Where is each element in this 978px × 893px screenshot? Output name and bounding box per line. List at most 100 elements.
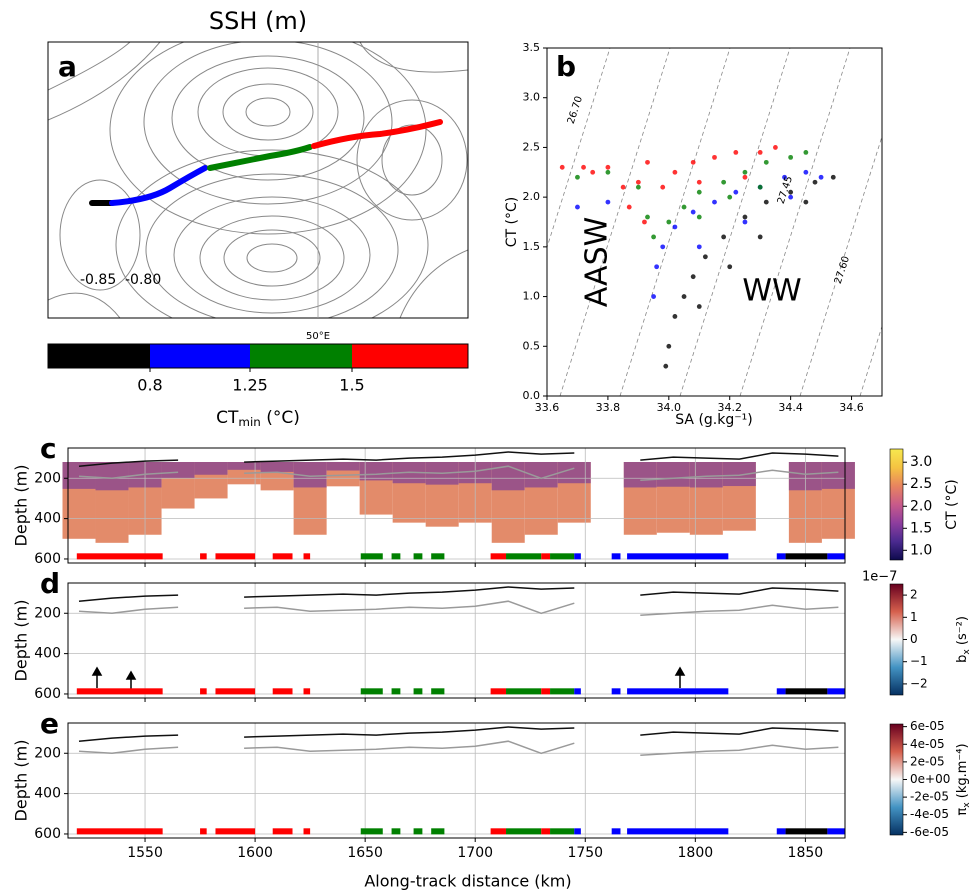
ctmin-strip (431, 553, 445, 560)
ts-point (818, 174, 824, 180)
colorbar-tick-label: 2 (910, 588, 918, 602)
colorbar (889, 723, 904, 836)
ts-point (681, 294, 687, 299)
isopycnal-label: 27.60 (833, 255, 852, 286)
x-tick-label: 34.2 (717, 401, 742, 414)
label-sub: x (962, 649, 972, 655)
ctmin-strip (550, 688, 575, 695)
y-tick-label: 0.0 (523, 389, 541, 402)
profile-upper (326, 462, 360, 471)
ctmin-strip (490, 553, 507, 560)
profile-upper (95, 462, 129, 491)
label-main: b (955, 655, 970, 663)
y-tick-label: 3.5 (523, 41, 541, 54)
y-axis-label: CT (°C) (504, 197, 520, 247)
x-tick-label: 1800 (678, 845, 714, 861)
panel-label: d (40, 567, 60, 600)
ctmin-strip (76, 553, 163, 560)
depth-line (78, 586, 839, 602)
colorbar-tick-label: 2.0 (910, 498, 932, 514)
y-tick-label: 0.5 (523, 339, 541, 352)
ctmin-strip (431, 688, 445, 695)
ts-point (626, 204, 632, 210)
y-tick-label: 3.0 (523, 91, 541, 104)
ts-point (635, 179, 641, 185)
depth-line (78, 726, 839, 742)
ctmin-strip (303, 688, 311, 695)
ctmin-strip (272, 553, 293, 560)
y-tick-label: 600 (34, 551, 61, 567)
axis-label: CTmin (°C) (216, 408, 300, 429)
ctmin-strip (611, 688, 621, 695)
ts-point (803, 169, 809, 175)
ts-point (690, 274, 696, 280)
panel-label: e (40, 707, 59, 740)
ts-point (666, 343, 672, 349)
ts-point (702, 254, 708, 260)
colorbar-tick-label: 1.5 (910, 520, 932, 536)
colorbar-tick-label: 2e-05 (910, 754, 945, 768)
ctmin-strip (506, 553, 542, 560)
label-unit: (kg.m⁻⁴) (955, 743, 970, 802)
ts-point (651, 294, 656, 299)
ts-point (733, 189, 739, 195)
ctmin-strip (776, 688, 786, 695)
ctmin-strip (776, 553, 786, 560)
ts-point (672, 169, 678, 175)
y-tick-label: 1.5 (523, 240, 541, 253)
colorbar-tick-label: −2 (910, 676, 928, 690)
ts-point (803, 199, 809, 205)
axis-label: πx (kg.m⁻⁴) (955, 743, 972, 815)
depth-line (78, 465, 839, 482)
label-sub: min (238, 415, 260, 429)
y-axis-label: Depth (m) (12, 740, 31, 822)
colorbar-tick-label: 0e+00 (910, 772, 950, 786)
y-tick-label: 200 (34, 470, 61, 486)
ts-point (590, 169, 596, 175)
ts-point (660, 184, 666, 190)
colorbar-frame (47, 343, 469, 369)
lon-label: 50°E (306, 331, 330, 342)
label-main: CT (216, 408, 239, 428)
ts-point (581, 164, 586, 170)
ts-point (742, 214, 748, 220)
ts-point (681, 204, 687, 210)
ts-point (757, 234, 763, 240)
ts-point (696, 214, 702, 220)
ts-point (712, 154, 717, 160)
colorbar-tick-label: 1 (910, 610, 918, 624)
ts-point (660, 244, 666, 250)
ctmin-strip (541, 688, 551, 695)
y-tick-label: 200 (34, 745, 61, 761)
colorbar-tick-label: 2.5 (910, 476, 932, 492)
y-tick-label: 400 (34, 646, 61, 662)
colorbar-tick-label: 1.0 (910, 542, 932, 558)
ts-point (690, 159, 696, 165)
ts-point (830, 174, 836, 180)
label-unit: (s⁻²) (955, 616, 970, 649)
ctmin-strip (827, 828, 845, 835)
ts-point (782, 174, 787, 180)
colorbar-tick-label: 0 (910, 632, 918, 646)
colorbar-tick-label: 1.25 (232, 376, 268, 395)
colorbar-segment (48, 344, 150, 368)
ctmin-strip (827, 553, 845, 560)
label-main: π (955, 808, 970, 816)
ctmin-strip (506, 688, 542, 695)
ctmin-strip (215, 553, 256, 560)
section-frame (67, 582, 846, 699)
ts-point (803, 150, 809, 155)
x-tick-label: 1850 (788, 845, 824, 861)
x-tick-label: 1650 (347, 845, 383, 861)
ts-point (696, 179, 702, 185)
ctmin-strip (574, 553, 581, 560)
ts-point (696, 304, 702, 309)
y-tick-label: 200 (34, 605, 61, 621)
ctmin-strip (541, 553, 551, 560)
ts-point (788, 194, 794, 200)
ctmin-strip (541, 828, 551, 835)
ctmin-strip (76, 688, 163, 695)
ctmin-strip (627, 688, 729, 695)
ts-point (788, 154, 794, 160)
